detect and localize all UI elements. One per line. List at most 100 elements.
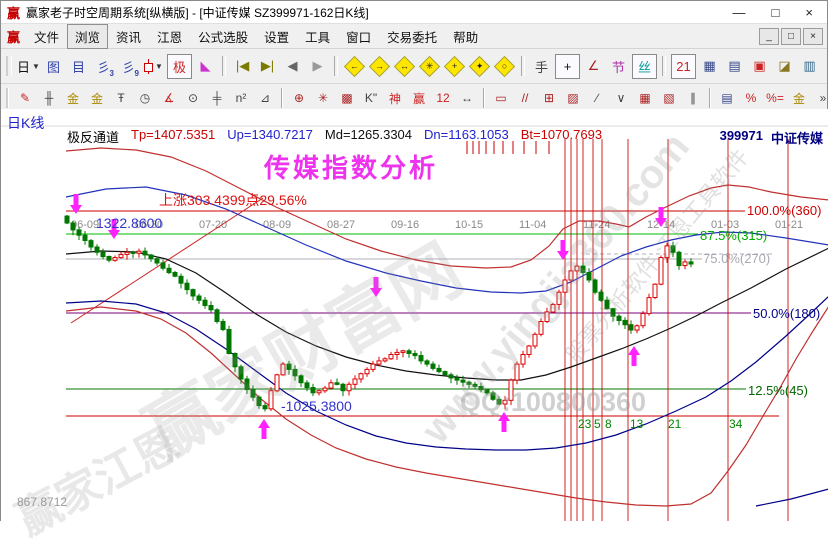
- f-ruler-button[interactable]: Ŧ: [110, 88, 132, 109]
- export-image-button[interactable]: ◪: [773, 55, 796, 78]
- diamond-star-button[interactable]: ✳: [418, 55, 441, 78]
- chip-distribution-icon[interactable]: 图: [42, 55, 65, 78]
- menu-item-工具[interactable]: 工具: [305, 30, 331, 45]
- date-tick: 06-30: [135, 219, 164, 231]
- toolbar-handle[interactable]: [6, 88, 9, 108]
- diamond-circle-button[interactable]: ○: [493, 55, 516, 78]
- gann-pen-button[interactable]: ✎: [14, 88, 36, 109]
- wave-tool-button-icon: 丝: [637, 59, 651, 75]
- menu-item-公式选股[interactable]: 公式选股: [198, 30, 249, 45]
- price-grid-1-button[interactable]: ╫: [38, 88, 60, 109]
- percent-tool-1-button-icon: %: [745, 91, 757, 105]
- calendar-button[interactable]: 21: [671, 53, 696, 79]
- crosshair-button[interactable]: +: [555, 53, 580, 79]
- gann-box-button[interactable]: ⊞: [538, 88, 560, 109]
- time-cycle-button[interactable]: ⊙: [182, 88, 204, 109]
- wave-tool-button[interactable]: 丝: [632, 53, 657, 79]
- prev-bar-button[interactable]: ◀: [281, 55, 304, 78]
- shen-tool-button[interactable]: 神: [384, 88, 406, 109]
- rect-tool-button[interactable]: ▭: [490, 88, 512, 109]
- gann-circle-button[interactable]: ⊕: [288, 88, 310, 109]
- info-board-icon[interactable]: 目: [67, 55, 90, 78]
- save-button[interactable]: ▣: [748, 55, 771, 78]
- export-image-button-icon: ◪: [778, 58, 791, 73]
- gold-line-button[interactable]: 金: [788, 88, 810, 109]
- mirror-angle-button[interactable]: ⊿: [254, 88, 276, 109]
- hand-tool-button[interactable]: 手: [530, 55, 553, 78]
- first-bar-button[interactable]: |◀: [231, 55, 254, 78]
- mdi-close-button[interactable]: ×: [803, 27, 823, 45]
- next-bar-button[interactable]: ▶: [306, 55, 329, 78]
- diamond-circle-button-icon: ○: [493, 55, 516, 77]
- trend-line-button[interactable]: ∕: [586, 88, 608, 109]
- grid-b-button[interactable]: ▧: [658, 88, 680, 109]
- menu-item-设置[interactable]: 设置: [264, 30, 290, 45]
- last-bar-button[interactable]: ▶|: [256, 55, 279, 78]
- calculator-button[interactable]: ▦: [698, 55, 721, 78]
- percent-tool-2-button-icon: %=: [766, 91, 784, 105]
- h-range-button[interactable]: ↔: [456, 88, 478, 109]
- period-day-button[interactable]: 日 ▼: [17, 55, 40, 78]
- percent-tool-1-button[interactable]: %: [740, 88, 762, 109]
- stat-panel-button[interactable]: ▤: [716, 88, 738, 109]
- ray-star-button[interactable]: ✳: [312, 88, 334, 109]
- overflow-1-button[interactable]: »: [812, 88, 828, 109]
- golden-section-2-button[interactable]: 金: [86, 88, 108, 109]
- toolbar-handle[interactable]: [6, 56, 12, 76]
- colored-kline-icon[interactable]: ◣: [194, 55, 217, 78]
- k-quote-button[interactable]: K": [360, 88, 382, 109]
- info-board-icon-icon: 目: [71, 59, 85, 75]
- menu-item-浏览[interactable]: 浏览: [67, 23, 109, 49]
- grid-a-button[interactable]: ▦: [634, 88, 656, 109]
- menu-item-江恩[interactable]: 江恩: [157, 30, 183, 45]
- send-pc-button[interactable]: ▥: [798, 55, 821, 78]
- mdi-restore-button[interactable]: □: [781, 27, 801, 45]
- v-line-button[interactable]: ∨: [610, 88, 632, 109]
- symbol-code: 399971: [719, 128, 763, 143]
- diamond-plus-button[interactable]: +: [443, 55, 466, 78]
- diamond-spark-button[interactable]: ✦: [468, 55, 491, 78]
- app-logo-icon: 赢: [7, 5, 21, 21]
- price-grid-2-button[interactable]: ╪: [206, 88, 228, 109]
- chart-area[interactable]: 06-09 06-30 07-20 08-09 08-27 09-16 10-15 11-04…: [1, 109, 828, 522]
- mdi-minimize-button[interactable]: _: [759, 27, 779, 45]
- angle-tool-button[interactable]: ∠: [582, 55, 605, 78]
- calculator-button-icon: ▦: [703, 58, 716, 73]
- date-tick: 12-14: [647, 219, 676, 231]
- gann-node-button-icon: 节: [611, 59, 625, 75]
- menu-item-帮助[interactable]: 帮助: [453, 30, 479, 45]
- spiral-tool-button[interactable]: ◷: [134, 88, 156, 109]
- memo-button[interactable]: ▤: [723, 55, 746, 78]
- diamond-left-button[interactable]: ←: [343, 55, 366, 78]
- ruler-12-button[interactable]: 12: [432, 88, 454, 109]
- candle-style-button[interactable]: ▼: [142, 55, 165, 78]
- jifan-channel-button[interactable]: 极: [167, 53, 192, 79]
- n-square-button[interactable]: n²: [230, 88, 252, 109]
- minimize-button[interactable]: —: [732, 4, 746, 20]
- diamond-expand-button[interactable]: ↔: [393, 55, 416, 78]
- gann-box-shade-button[interactable]: ▨: [562, 88, 584, 109]
- golden-section-2-button-icon: 金: [90, 91, 103, 106]
- close-button[interactable]: ×: [805, 4, 813, 20]
- web-grid-button[interactable]: ▩: [336, 88, 358, 109]
- maximize-button[interactable]: □: [771, 4, 780, 20]
- percent-tool-2-button[interactable]: %=: [764, 88, 786, 109]
- parallel-button[interactable]: ∥: [682, 88, 704, 109]
- angle-pen-button[interactable]: ∡: [158, 88, 180, 109]
- toolbar-separator: [662, 56, 666, 76]
- menu-item-交易委托[interactable]: 交易委托: [387, 30, 438, 45]
- save-button-icon: ▣: [753, 58, 766, 73]
- gann-node-button[interactable]: 节: [607, 55, 630, 78]
- menu-item-文件[interactable]: 文件: [34, 30, 60, 45]
- diamond-right-button[interactable]: →: [368, 55, 391, 78]
- golden-section-1-button[interactable]: 金: [62, 88, 84, 109]
- grid-b-button-icon: ▧: [663, 91, 675, 105]
- period-day-button-icon: 日: [17, 59, 31, 75]
- ying-tool-button[interactable]: 赢: [408, 88, 430, 109]
- menu-item-资讯[interactable]: 资讯: [116, 30, 142, 45]
- menu-item-窗口[interactable]: 窗口: [346, 30, 372, 45]
- fan-tool-button[interactable]: //: [514, 88, 536, 109]
- v-line-button-icon: ∨: [616, 91, 626, 105]
